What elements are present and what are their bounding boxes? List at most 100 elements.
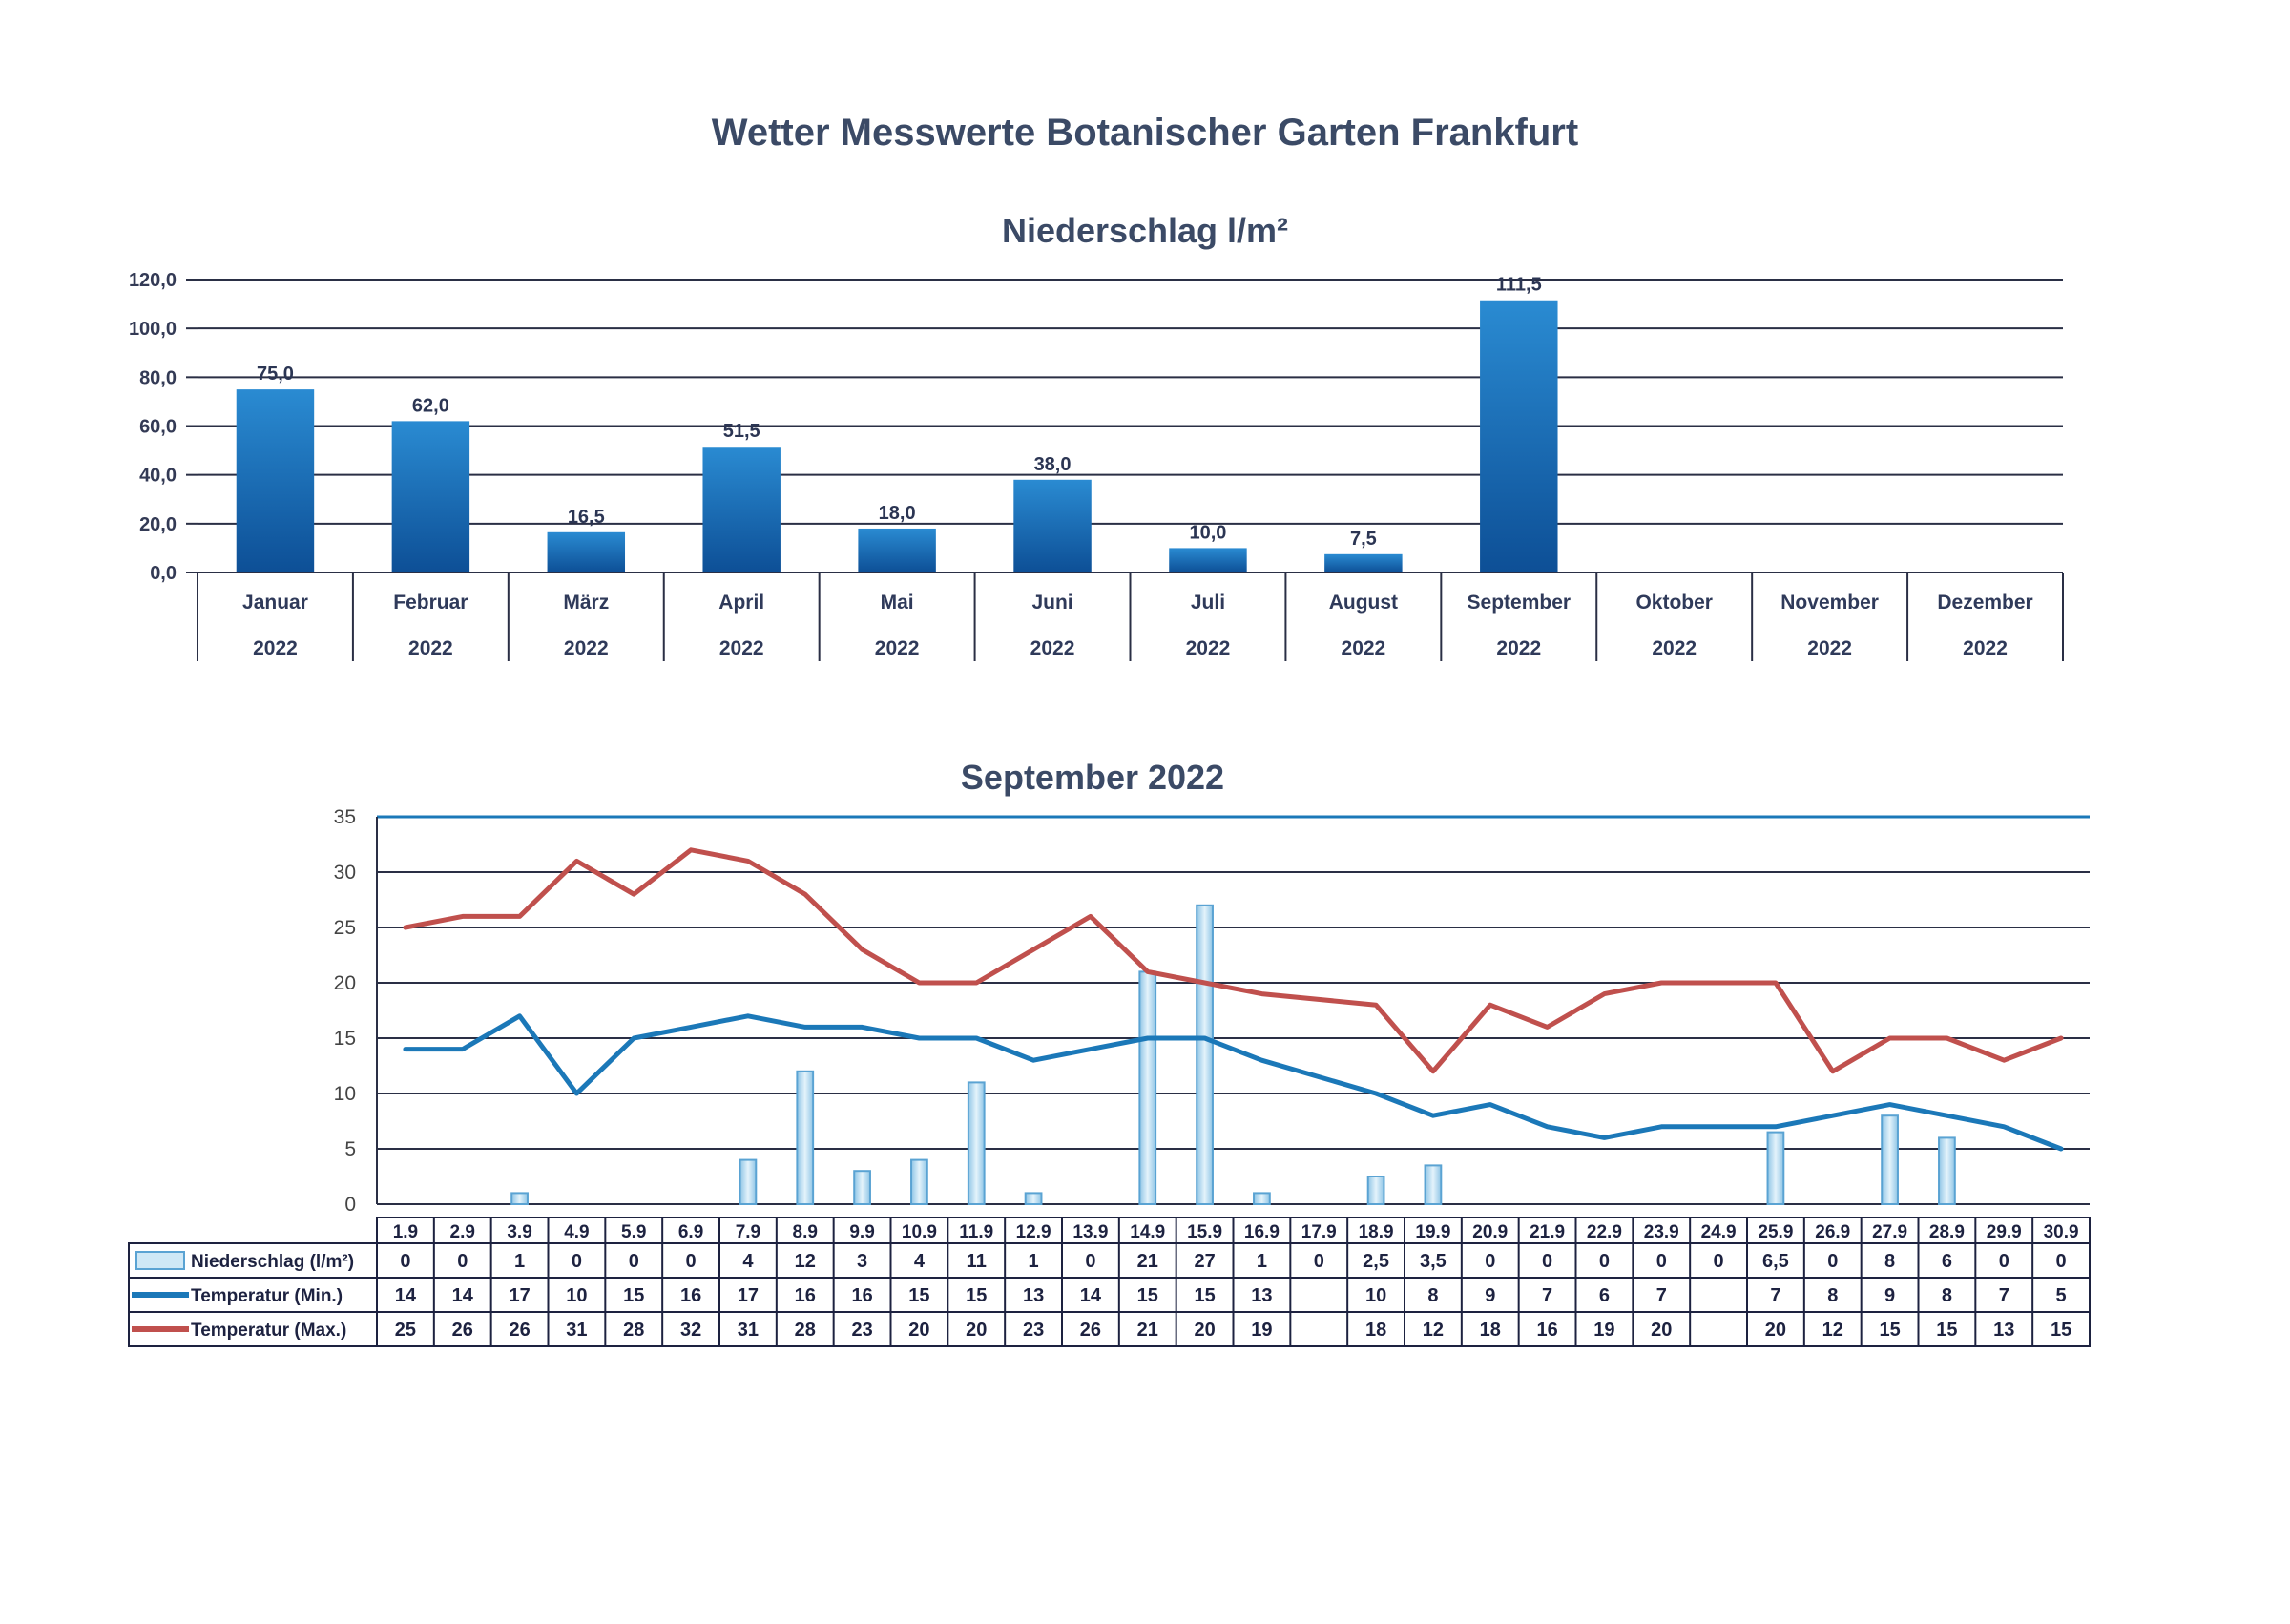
table-cell-value: 15	[908, 1285, 929, 1306]
table-cell-value: 3	[857, 1251, 867, 1272]
table-cell-value: 13	[1993, 1320, 2014, 1341]
table-cell-value: 1	[1257, 1251, 1267, 1272]
table-date: 10.9	[902, 1222, 937, 1242]
chart1-y-tick-label: 60,0	[139, 417, 177, 438]
chart1-category-axis: Januar 2022 Februar 2022 März 2022 April 2022 Ma…	[197, 572, 2064, 661]
table-date: 14.9	[1130, 1222, 1165, 1242]
table-cell-value: 14	[452, 1285, 474, 1306]
chart2-precip-bar	[1881, 1114, 1899, 1205]
table-cell-value: 31	[738, 1320, 759, 1341]
table-cell-value: 4	[742, 1251, 754, 1272]
table-cell-value: 21	[1137, 1320, 1158, 1341]
chart1-year-label: 2022	[1342, 637, 1386, 659]
chart1-month-label: März	[563, 592, 609, 614]
table-date: 9.9	[849, 1222, 874, 1242]
chart2-precip-bar	[1024, 1192, 1043, 1206]
chart1-title: Niederschlag l/m²	[1002, 211, 1288, 250]
table-cell-value: 17	[509, 1285, 530, 1306]
table-cell-value: 9	[1884, 1285, 1895, 1306]
table-cell-value: 0	[1314, 1251, 1324, 1272]
table-cell-value: 16	[851, 1285, 872, 1306]
chart1-value-label: 10,0	[1189, 522, 1226, 543]
table-cell-value: 0	[629, 1251, 639, 1272]
table-date: 11.9	[959, 1222, 993, 1242]
chart2-precip-bar	[1766, 1131, 1785, 1205]
chart2-precip-bar	[910, 1158, 928, 1205]
table-cell-value: 2,5	[1363, 1251, 1389, 1272]
table-date: 7.9	[736, 1222, 760, 1242]
chart1-value-label: 75,0	[257, 364, 294, 385]
table-date: 4.9	[564, 1222, 589, 1242]
legend-series-name: Temperatur (Min.)	[191, 1286, 343, 1306]
chart1-bar	[858, 528, 936, 573]
table-cell-value: 27	[1194, 1251, 1215, 1272]
chart1-month-label: Januar	[242, 592, 308, 614]
table-cell-value: 28	[795, 1320, 816, 1341]
chart1-year-label: 2022	[564, 637, 609, 659]
chart1-year-label: 2022	[1496, 637, 1541, 659]
chart2-gridlines	[377, 815, 2090, 1205]
table-date: 19.9	[1415, 1222, 1450, 1242]
chart1-month-label: Juni	[1031, 592, 1072, 614]
chart2-precip-bar	[739, 1158, 758, 1205]
table-cell-value: 0	[1085, 1251, 1095, 1272]
table-cell-value: 15	[1194, 1285, 1215, 1306]
table-cell-value: 0	[1827, 1251, 1838, 1272]
chart1-value-label: 18,0	[879, 503, 916, 524]
chart1-year-label: 2022	[1807, 637, 1852, 659]
chart1-year-label: 2022	[1186, 637, 1231, 659]
chart1-value-label: 62,0	[412, 395, 449, 416]
table-cell-value: 13	[1023, 1285, 1044, 1306]
chart1-bar	[1013, 479, 1092, 573]
table-cell-value: 15	[1137, 1285, 1158, 1306]
chart2-y-tick-label: 25	[334, 917, 356, 939]
legend-precip-swatch	[135, 1251, 185, 1270]
chart1-value-label: 51,5	[723, 421, 760, 442]
table-cell-value: 7	[1542, 1285, 1552, 1306]
table-cell-value: 13	[1251, 1285, 1272, 1306]
table-cell-value: 14	[395, 1285, 417, 1306]
table-date: 15.9	[1187, 1222, 1222, 1242]
legend-series-name: Temperatur (Max.)	[191, 1321, 346, 1341]
table-date: 25.9	[1758, 1222, 1793, 1242]
table-cell-value: 0	[2056, 1251, 2067, 1272]
table-cell-value: 6	[1942, 1251, 1952, 1272]
table-cell-value: 15	[623, 1285, 644, 1306]
chart1-value-label: 16,5	[568, 507, 605, 528]
table-date: 26.9	[1815, 1222, 1850, 1242]
chart1-value-label: 7,5	[1350, 529, 1377, 550]
chart1-value-label: 111,5	[1496, 275, 1542, 296]
chart1-year-label: 2022	[1030, 637, 1075, 659]
table-cell-value: 15	[1879, 1320, 1900, 1341]
table-cell-value: 15	[1936, 1320, 1957, 1341]
chart2-precip-bars	[510, 904, 1956, 1206]
table-cell-value: 28	[623, 1320, 644, 1341]
chart2-precip-bar	[853, 1170, 871, 1205]
table-cell-value: 20	[1765, 1320, 1786, 1341]
chart1-y-tick-label: 80,0	[139, 367, 177, 388]
table-date: 20.9	[1472, 1222, 1508, 1242]
chart1-month-label: August	[1329, 592, 1398, 614]
table-cell-value: 20	[1651, 1320, 1672, 1341]
table-cell-value: 1	[514, 1251, 525, 1272]
table-cell-value: 0	[457, 1251, 468, 1272]
chart1-y-tick-label: 0,0	[150, 563, 177, 584]
chart1-month-label: Juli	[1191, 592, 1225, 614]
table-cell-value: 0	[400, 1251, 410, 1272]
chart1-month-label: November	[1780, 592, 1879, 614]
table-cell-value: 15	[2051, 1320, 2071, 1341]
table-cell-value: 5	[2056, 1285, 2067, 1306]
table-cell-value: 32	[680, 1320, 701, 1341]
chart2-y-axis: 0 5 10 15 20 25 30 35	[334, 806, 378, 1216]
table-cell-value: 23	[1023, 1320, 1044, 1341]
table-cell-value: 0	[1542, 1251, 1552, 1272]
table-cell-value: 12	[795, 1251, 816, 1272]
chart1-year-label: 2022	[1963, 637, 2008, 659]
chart2-y-tick-label: 35	[334, 806, 356, 828]
table-date: 12.9	[1016, 1222, 1051, 1242]
chart2-temperature-lines	[403, 847, 2064, 1152]
table-cell-value: 8	[1827, 1285, 1838, 1306]
table-cell-value: 16	[680, 1285, 701, 1306]
chart1-data-labels: 75,0 62,0 16,5 51,5 18,0 38,0 10,0 7,5 111,5	[257, 275, 1542, 550]
table-date: 17.9	[1301, 1222, 1337, 1242]
